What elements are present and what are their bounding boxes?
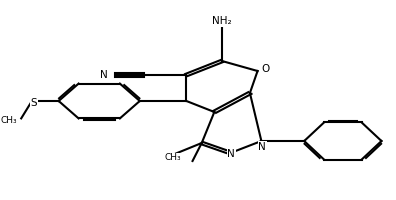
Text: O: O <box>262 64 270 74</box>
Text: S: S <box>30 98 37 108</box>
Text: N: N <box>100 70 108 80</box>
Text: N: N <box>227 149 235 159</box>
Text: CH₃: CH₃ <box>1 116 17 125</box>
Text: NH₂: NH₂ <box>212 16 232 26</box>
Text: N: N <box>258 142 266 152</box>
Text: CH₃: CH₃ <box>164 154 181 162</box>
